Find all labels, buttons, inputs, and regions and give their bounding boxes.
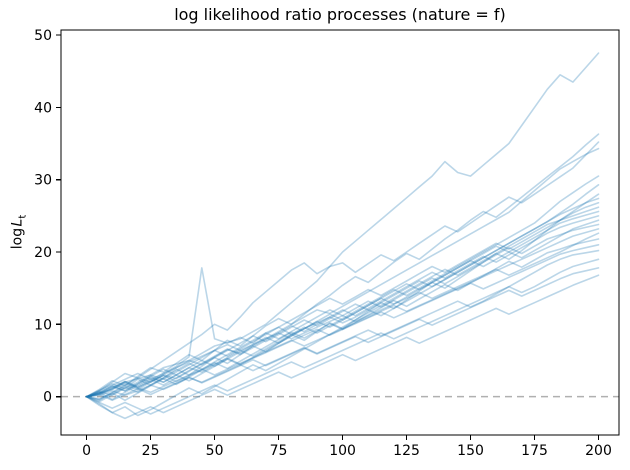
series-line-path-18 (85, 244, 600, 398)
series-line-path-13 (85, 219, 600, 401)
x-tick-label: 200 (585, 443, 612, 459)
series-line-path-12 (85, 215, 600, 398)
series-line-path-10 (85, 206, 600, 417)
chart-title: log likelihood ratio processes (nature =… (174, 5, 506, 24)
series-line-path-14 (85, 223, 600, 403)
series-line-path-8 (85, 197, 600, 401)
x-tick-label: 150 (457, 443, 484, 459)
x-tick-label: 125 (393, 443, 420, 459)
x-tick-label: 100 (329, 443, 356, 459)
x-tick-label: 25 (142, 443, 160, 459)
series-line-path-15 (85, 228, 600, 398)
series-line-path-19 (85, 249, 600, 398)
x-tick-label: 50 (206, 443, 224, 459)
x-tick-label: 75 (270, 443, 288, 459)
series-line-path-4 (85, 147, 600, 402)
y-tick-label: 20 (34, 245, 52, 261)
series-line-path-5 (85, 175, 600, 398)
series-line-path-2 (85, 133, 600, 398)
series-line-path-1 (85, 52, 600, 398)
x-tick-label: 0 (82, 443, 91, 459)
series-line-path-16 (85, 232, 600, 398)
y-tick-label: 10 (34, 317, 52, 333)
series-line-path-7 (85, 193, 600, 398)
y-tick-label: 50 (34, 28, 52, 44)
series-line-path-9 (85, 202, 600, 398)
y-tick-label: 0 (43, 390, 52, 406)
series-line-path-3 (85, 141, 600, 398)
axes-frame (60, 29, 620, 436)
series-line-path-17 (85, 238, 600, 402)
y-tick-label: 40 (34, 100, 52, 116)
series-line-path-20 (85, 258, 600, 415)
series-line-path-21 (85, 267, 600, 402)
series-line-path-6 (85, 184, 600, 398)
series-line-path-11 (85, 210, 600, 398)
y-tick-label: 30 (34, 173, 52, 189)
series-line-path-22 (85, 274, 600, 420)
x-tick-label: 175 (521, 443, 548, 459)
